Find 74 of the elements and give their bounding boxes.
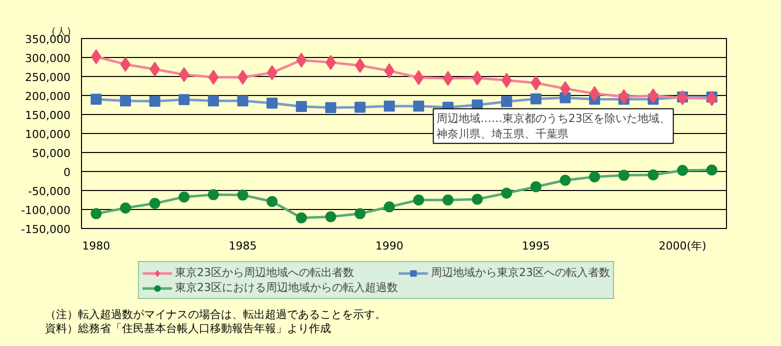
point [413,70,424,86]
point [354,102,366,113]
legend-label: 東京23区における周辺地域からの転入超過数 [175,280,398,295]
text: （注）転入超過数がマイナスの場合は、転出超過であることを示す。 [45,308,386,321]
point [296,52,307,68]
point [237,190,248,201]
x-tick-label: 1990 [375,240,404,252]
point [530,93,542,104]
point [178,191,190,202]
point [501,72,512,88]
point [560,92,571,104]
point [237,95,248,106]
y-tick-label: 150,000 [25,109,71,122]
point [296,101,307,112]
point [149,96,160,107]
text: 資料）総務省「住民基本台帳人口移動報告年報」より作成 [45,322,331,335]
point [618,89,630,104]
point [501,188,512,199]
point [618,170,630,181]
point [266,65,278,80]
x-tick-label: 1980 [82,240,110,252]
point [706,91,718,106]
point [677,90,688,106]
point [120,56,131,72]
point [266,98,278,109]
point [149,198,160,209]
point [384,100,395,112]
point [354,58,366,73]
point [208,70,219,85]
point [413,100,424,112]
y-tick-label: 200,000 [25,90,71,103]
point [472,194,483,205]
point [178,67,190,82]
y-tick-label: -100,000 [21,204,71,217]
y-tick-label: 100,000 [25,128,71,141]
point [325,102,336,114]
point [501,96,512,108]
point [677,164,688,176]
point [266,196,278,208]
point [325,211,336,222]
annotation: 周辺地域……東京都のうち23区を除いた地域、神奈川県、埼玉県、千葉県 [436,112,670,140]
point [296,212,307,224]
point [648,169,659,180]
point [90,49,102,64]
point [354,208,366,220]
point [120,95,131,106]
x-tick-label: 2000(年) [658,240,706,252]
point [413,194,424,206]
point [208,95,219,106]
y-tick-label: 300,000 [25,52,71,65]
point [90,94,102,105]
point [530,75,542,90]
point [208,189,219,200]
y-tick-label: 0 [64,166,70,179]
point [706,164,718,176]
point [589,171,600,182]
point [530,181,542,192]
point [384,201,395,212]
point [384,63,395,78]
point [120,202,131,214]
y-tick-label: -50,000 [28,185,71,198]
y-tick-label: 50,000 [32,147,71,160]
point [560,174,571,186]
point [589,86,600,102]
legend-label: 周辺地域から東京23区への転入者数 [431,265,610,280]
legend-label: 東京23区から周辺地域への転出者数 [175,265,354,280]
y-tick-label: -150,000 [21,223,71,236]
point [442,194,454,206]
point [442,70,454,86]
y-tick-label: 250,000 [25,71,71,84]
point [178,94,190,106]
point [90,208,102,220]
x-tick-label: 1985 [228,240,257,252]
x-tick-label: 1995 [522,240,550,252]
